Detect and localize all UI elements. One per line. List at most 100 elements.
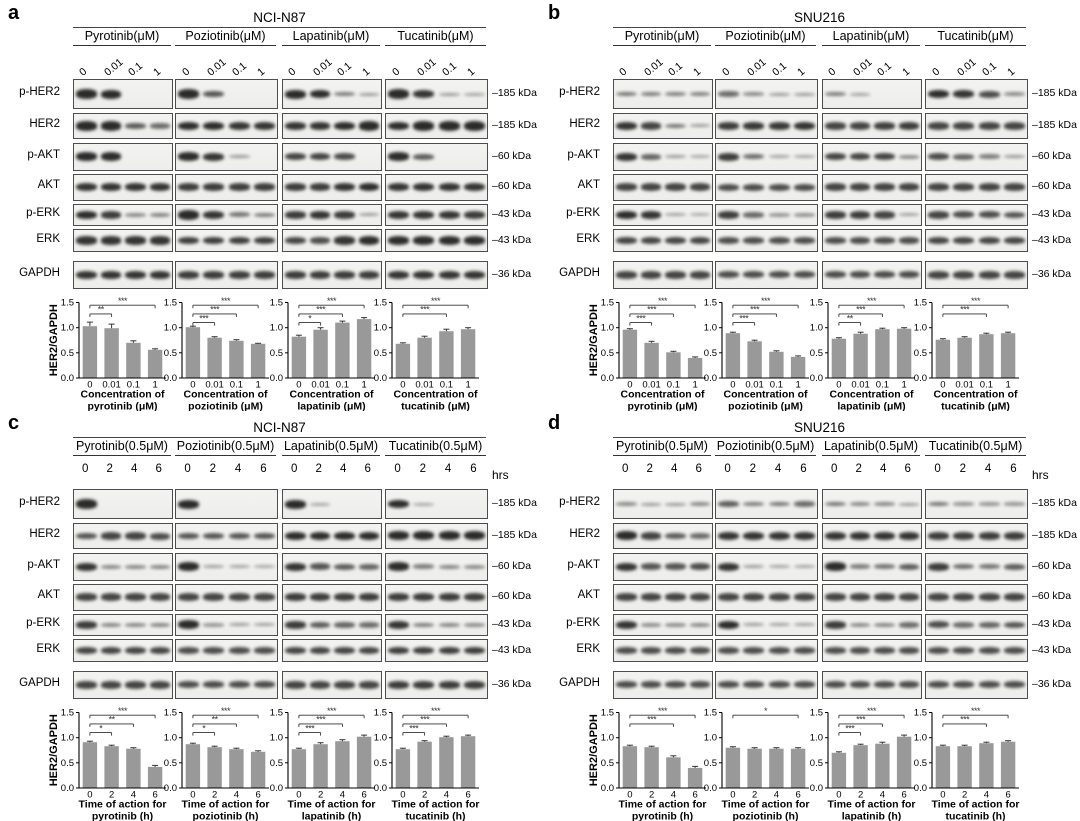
svg-text:1.5: 1.5 — [704, 708, 717, 719]
svg-text:***: *** — [856, 715, 866, 725]
svg-text:***: *** — [327, 706, 337, 716]
svg-text:1.5: 1.5 — [601, 708, 614, 719]
svg-text:poziotinib (h): poziotinib (h) — [193, 811, 259, 821]
svg-text:lapatinib (h): lapatinib (h) — [302, 811, 362, 821]
svg-text:1.0: 1.0 — [61, 733, 74, 744]
svg-text:1.0: 1.0 — [61, 323, 74, 334]
svg-text:1.5: 1.5 — [810, 708, 823, 719]
svg-text:1.5: 1.5 — [374, 298, 387, 309]
svg-text:Time of action for: Time of action for — [79, 799, 167, 811]
svg-text:Concentration of: Concentration of — [830, 389, 914, 401]
svg-text:HER2/GAPDH: HER2/GAPDH — [588, 714, 600, 786]
svg-text:0.5: 0.5 — [270, 348, 283, 359]
svg-text:1.5: 1.5 — [61, 708, 74, 719]
svg-text:1.0: 1.0 — [810, 323, 823, 334]
svg-text:***: *** — [761, 296, 771, 306]
svg-text:0.0: 0.0 — [164, 783, 177, 794]
svg-text:1.5: 1.5 — [374, 708, 387, 719]
svg-text:***: *** — [221, 706, 231, 716]
svg-text:0.0: 0.0 — [810, 373, 823, 384]
svg-text:1.0: 1.0 — [164, 323, 177, 334]
svg-text:Concentration of: Concentration of — [184, 389, 268, 401]
svg-text:0.5: 0.5 — [601, 348, 614, 359]
svg-text:0.5: 0.5 — [374, 348, 387, 359]
svg-text:1.5: 1.5 — [61, 298, 74, 309]
svg-text:0.0: 0.0 — [601, 783, 614, 794]
svg-text:***: *** — [971, 706, 981, 716]
svg-text:0.0: 0.0 — [704, 783, 717, 794]
svg-text:***: *** — [420, 305, 430, 315]
svg-text:Time of action for: Time of action for — [182, 799, 270, 811]
svg-text:**: ** — [212, 715, 219, 725]
svg-text:1.0: 1.0 — [914, 323, 927, 334]
svg-text:Concentration of: Concentration of — [621, 389, 705, 401]
svg-text:**: ** — [98, 305, 105, 315]
svg-text:0.5: 0.5 — [61, 348, 74, 359]
svg-text:**: ** — [109, 715, 116, 725]
svg-text:*: * — [308, 313, 312, 323]
svg-text:***: *** — [867, 296, 877, 306]
svg-text:0.0: 0.0 — [914, 783, 927, 794]
svg-text:0.0: 0.0 — [704, 373, 717, 384]
svg-text:***: *** — [658, 706, 668, 716]
svg-text:HER2/GAPDH: HER2/GAPDH — [48, 714, 60, 786]
svg-text:0.0: 0.0 — [164, 373, 177, 384]
svg-text:***: *** — [739, 313, 749, 323]
svg-text:0.0: 0.0 — [270, 373, 283, 384]
svg-text:*: * — [764, 706, 768, 716]
svg-text:0.0: 0.0 — [61, 783, 74, 794]
svg-text:1.0: 1.0 — [810, 733, 823, 744]
svg-text:Concentration of: Concentration of — [934, 389, 1018, 401]
svg-text:***: *** — [960, 715, 970, 725]
svg-text:1.5: 1.5 — [164, 298, 177, 309]
svg-text:***: *** — [420, 715, 430, 725]
svg-text:***: *** — [845, 723, 855, 733]
svg-text:1.0: 1.0 — [704, 323, 717, 334]
svg-text:***: *** — [316, 715, 326, 725]
svg-text:***: *** — [750, 305, 760, 315]
svg-text:0.5: 0.5 — [374, 758, 387, 769]
svg-text:***: *** — [327, 296, 337, 306]
svg-text:***: *** — [431, 296, 441, 306]
svg-text:Concentration of: Concentration of — [724, 389, 808, 401]
svg-text:1.0: 1.0 — [270, 323, 283, 334]
svg-text:0.5: 0.5 — [704, 348, 717, 359]
svg-text:0.0: 0.0 — [61, 373, 74, 384]
svg-text:1.0: 1.0 — [270, 733, 283, 744]
svg-text:1.0: 1.0 — [164, 733, 177, 744]
svg-text:***: *** — [647, 715, 657, 725]
svg-text:Concentration of: Concentration of — [394, 389, 478, 401]
svg-text:poziotinib (h): poziotinib (h) — [733, 811, 799, 821]
svg-text:0.5: 0.5 — [810, 758, 823, 769]
svg-text:0.0: 0.0 — [914, 373, 927, 384]
svg-text:1.0: 1.0 — [914, 733, 927, 744]
svg-text:Time of action for: Time of action for — [828, 799, 916, 811]
svg-text:0.5: 0.5 — [164, 758, 177, 769]
svg-text:1.5: 1.5 — [164, 708, 177, 719]
svg-text:***: *** — [409, 723, 419, 733]
svg-text:0.5: 0.5 — [164, 348, 177, 359]
svg-text:***: *** — [305, 723, 315, 733]
svg-text:Concentration of: Concentration of — [290, 389, 374, 401]
svg-text:1.5: 1.5 — [914, 298, 927, 309]
svg-text:tucatinib (h): tucatinib (h) — [405, 811, 465, 821]
svg-text:Time of action for: Time of action for — [722, 799, 810, 811]
svg-text:***: *** — [210, 305, 220, 315]
svg-text:Time of action for: Time of action for — [392, 799, 480, 811]
svg-text:0.5: 0.5 — [270, 758, 283, 769]
svg-text:1.5: 1.5 — [270, 298, 283, 309]
svg-text:***: *** — [867, 706, 877, 716]
svg-text:1.5: 1.5 — [601, 298, 614, 309]
svg-text:lapatinib (h): lapatinib (h) — [842, 811, 902, 821]
svg-text:1.0: 1.0 — [374, 733, 387, 744]
svg-text:tucatinib (h): tucatinib (h) — [945, 811, 1005, 821]
svg-text:1.0: 1.0 — [374, 323, 387, 334]
svg-text:1.5: 1.5 — [704, 298, 717, 309]
svg-text:Concentration of: Concentration of — [81, 389, 165, 401]
svg-text:***: *** — [960, 305, 970, 315]
svg-text:0.5: 0.5 — [601, 758, 614, 769]
svg-text:0.0: 0.0 — [374, 783, 387, 794]
svg-text:1.5: 1.5 — [914, 708, 927, 719]
svg-text:*: * — [202, 723, 206, 733]
svg-text:0.5: 0.5 — [914, 758, 927, 769]
